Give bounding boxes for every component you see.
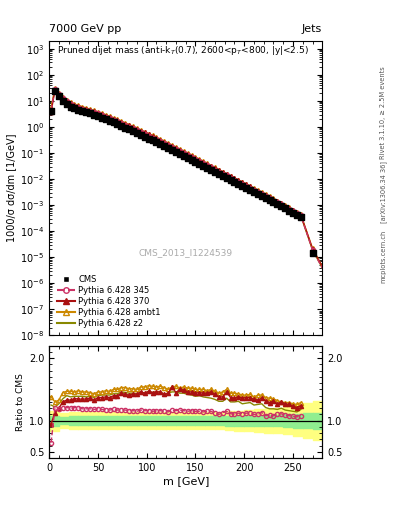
Point	[216, 169, 222, 178]
Point	[99, 114, 105, 122]
Point	[138, 131, 144, 139]
Point	[173, 148, 179, 156]
Point	[157, 140, 163, 148]
Point	[177, 150, 183, 158]
Point	[134, 129, 140, 137]
Point	[243, 184, 249, 192]
Point	[145, 135, 152, 143]
Point	[286, 206, 292, 215]
Point	[72, 104, 78, 113]
Point	[208, 166, 214, 174]
Point	[83, 108, 89, 116]
X-axis label: m [GeV]: m [GeV]	[162, 476, 209, 486]
Point	[64, 100, 70, 108]
Point	[255, 190, 261, 198]
Point	[165, 143, 171, 152]
Point	[200, 162, 206, 170]
Point	[294, 210, 300, 219]
Point	[298, 213, 304, 221]
Point	[204, 164, 210, 172]
Point	[184, 154, 191, 162]
Text: Pruned dijet mass (anti-k$_T$(0.7), 2600<p$_T$<800, |y|<2.5): Pruned dijet mass (anti-k$_T$(0.7), 2600…	[57, 44, 309, 57]
Point	[270, 198, 277, 206]
Y-axis label: Ratio to CMS: Ratio to CMS	[16, 373, 25, 431]
Point	[110, 118, 117, 126]
Text: mcplots.cern.ch: mcplots.cern.ch	[380, 229, 386, 283]
Point	[161, 142, 167, 150]
Point	[52, 88, 58, 96]
Text: [arXiv:1306.34 36]: [arXiv:1306.34 36]	[380, 161, 387, 223]
Point	[79, 107, 85, 115]
Point	[266, 196, 273, 204]
Point	[251, 188, 257, 196]
Point	[56, 92, 62, 100]
Point	[309, 248, 316, 257]
Point	[75, 105, 81, 114]
Point	[278, 202, 285, 210]
Point	[48, 107, 54, 115]
Point	[118, 122, 125, 130]
Text: CMS_2013_I1224539: CMS_2013_I1224539	[139, 248, 233, 258]
Point	[231, 178, 238, 186]
Text: 7000 GeV pp: 7000 GeV pp	[49, 25, 121, 34]
Text: Jets: Jets	[302, 25, 322, 34]
Point	[122, 123, 129, 132]
Point	[114, 120, 121, 128]
Point	[282, 204, 288, 212]
Point	[95, 112, 101, 120]
Point	[290, 208, 296, 217]
Point	[247, 186, 253, 194]
Point	[192, 158, 198, 166]
Point	[259, 192, 265, 200]
Point	[239, 182, 245, 190]
Point	[126, 125, 132, 133]
Point	[224, 174, 230, 182]
Point	[169, 146, 175, 154]
Point	[68, 102, 74, 111]
Point	[274, 200, 281, 208]
Point	[212, 168, 218, 176]
Text: Rivet 3.1.10, ≥ 2.5M events: Rivet 3.1.10, ≥ 2.5M events	[380, 66, 386, 159]
Point	[130, 127, 136, 135]
Point	[196, 160, 202, 168]
Point	[153, 138, 160, 146]
Point	[263, 194, 269, 202]
Point	[235, 180, 242, 188]
Y-axis label: 1000/σ dσ/dm [1/GeV]: 1000/σ dσ/dm [1/GeV]	[6, 134, 16, 242]
Point	[188, 156, 195, 164]
Point	[60, 97, 66, 105]
Legend: CMS, Pythia 6.428 345, Pythia 6.428 370, Pythia 6.428 ambt1, Pythia 6.428 z2: CMS, Pythia 6.428 345, Pythia 6.428 370,…	[53, 271, 164, 331]
Point	[103, 115, 109, 123]
Point	[87, 110, 93, 118]
Point	[141, 133, 148, 141]
Point	[107, 117, 113, 125]
Point	[228, 176, 234, 184]
Point	[91, 111, 97, 119]
Point	[149, 136, 156, 144]
Point	[181, 152, 187, 160]
Point	[220, 172, 226, 180]
